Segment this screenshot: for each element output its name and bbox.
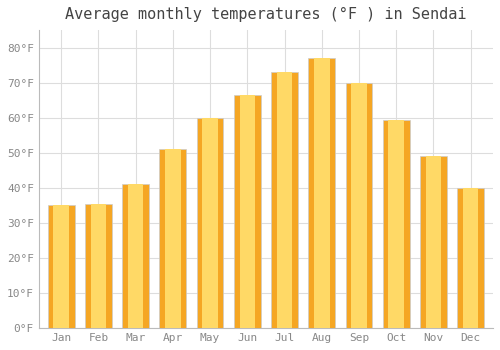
Bar bbox=[128, 184, 144, 328]
Bar bbox=[388, 119, 404, 328]
Bar bbox=[458, 188, 484, 328]
Bar bbox=[234, 95, 260, 328]
Bar bbox=[383, 119, 409, 328]
Bar bbox=[351, 83, 367, 328]
Bar bbox=[196, 118, 224, 328]
Bar bbox=[165, 149, 180, 328]
Bar bbox=[48, 205, 74, 328]
Bar bbox=[463, 188, 478, 328]
Bar bbox=[54, 205, 69, 328]
Bar bbox=[202, 118, 218, 328]
Bar bbox=[314, 58, 330, 328]
Title: Average monthly temperatures (°F ) in Sendai: Average monthly temperatures (°F ) in Se… bbox=[65, 7, 466, 22]
Bar bbox=[160, 149, 186, 328]
Bar bbox=[90, 204, 106, 328]
Bar bbox=[426, 156, 442, 328]
Bar bbox=[85, 204, 112, 328]
Bar bbox=[277, 72, 292, 328]
Bar bbox=[346, 83, 372, 328]
Bar bbox=[122, 184, 149, 328]
Bar bbox=[420, 156, 447, 328]
Bar bbox=[271, 72, 298, 328]
Bar bbox=[308, 58, 335, 328]
Bar bbox=[240, 95, 255, 328]
